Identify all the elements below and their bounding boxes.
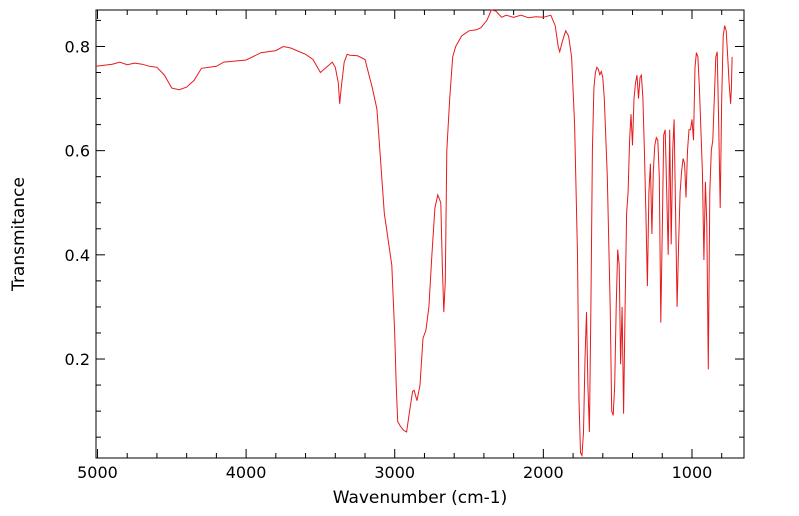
x-tick-label: 3000 <box>374 463 415 482</box>
x-tick-label: 2000 <box>523 463 564 482</box>
x-tick-label: 5000 <box>77 463 118 482</box>
axis-tick-labels: 5000 4000 3000 2000 1000 0.2 0.4 0.6 0.8 <box>65 37 713 482</box>
x-tick-label: 1000 <box>672 463 713 482</box>
y-tick-label: 0.4 <box>65 246 90 265</box>
y-tick-label: 0.2 <box>65 350 90 369</box>
spectrum-line <box>95 9 733 458</box>
x-axis-label: Wavenumber (cm-1) <box>333 488 508 508</box>
y-axis-label: Transmitance <box>9 177 29 292</box>
y-tick-label: 0.6 <box>65 142 90 161</box>
y-tick-label: 0.8 <box>65 37 90 56</box>
axis-ticks <box>96 10 744 458</box>
x-tick-label: 4000 <box>226 463 267 482</box>
